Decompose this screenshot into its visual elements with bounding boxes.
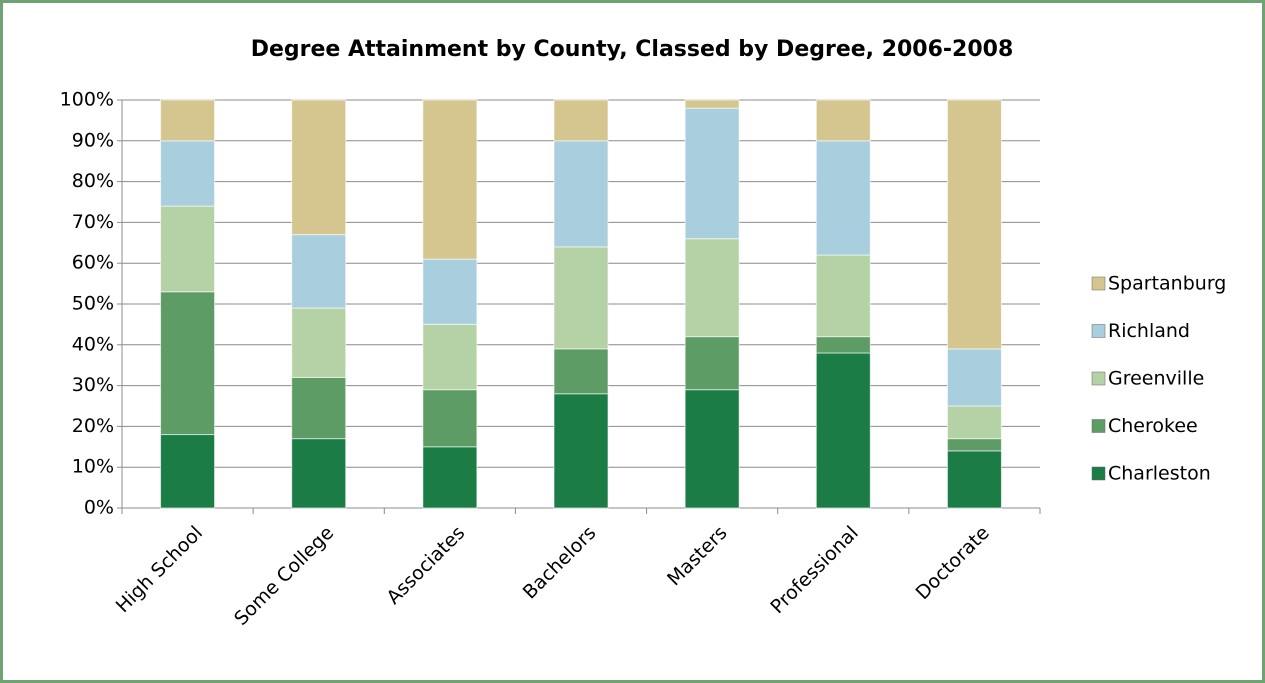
x-tick-label: Bachelors bbox=[519, 522, 601, 604]
legend-label: Cherokee bbox=[1108, 415, 1198, 437]
bar-segment bbox=[291, 234, 347, 309]
bar-segment bbox=[815, 99, 871, 142]
bar-segment bbox=[291, 307, 347, 378]
bar-segment bbox=[553, 140, 609, 248]
bar-segment bbox=[422, 99, 478, 260]
x-tick-label: Masters bbox=[663, 522, 731, 590]
bar-segment bbox=[422, 258, 478, 325]
bar-segment bbox=[160, 291, 216, 436]
bar-segment bbox=[553, 99, 609, 142]
y-tick-label: 20% bbox=[72, 415, 114, 437]
bar-segment bbox=[946, 348, 1002, 407]
y-tick-label: 100% bbox=[60, 89, 114, 111]
y-tick-label: 70% bbox=[72, 211, 114, 233]
y-tick-label: 40% bbox=[72, 333, 114, 355]
bar-segment bbox=[815, 140, 871, 256]
bar-segment bbox=[815, 352, 871, 509]
bar-segment bbox=[422, 446, 478, 509]
bar-segment bbox=[815, 336, 871, 354]
x-tick-label: Doctorate bbox=[912, 522, 994, 604]
bar-segment bbox=[684, 238, 740, 338]
y-tick-label: 60% bbox=[72, 252, 114, 274]
legend-label: Spartanburg bbox=[1108, 273, 1226, 295]
bar-segment bbox=[160, 434, 216, 509]
legend-label: Richland bbox=[1108, 320, 1190, 342]
bar-segment bbox=[291, 99, 347, 236]
bar-segment bbox=[946, 438, 1002, 452]
x-tick-label: Professional bbox=[766, 522, 862, 618]
legend-swatch bbox=[1091, 324, 1106, 338]
legend-label: Charleston bbox=[1108, 463, 1211, 485]
x-tick-label: Associates bbox=[382, 522, 469, 609]
legend-swatch bbox=[1091, 419, 1106, 433]
legend-swatch bbox=[1091, 466, 1106, 481]
bar-segment bbox=[553, 393, 609, 509]
bar-segment bbox=[422, 323, 478, 391]
y-tick-label: 0% bbox=[84, 497, 114, 519]
bar-segment bbox=[684, 389, 740, 509]
legend-swatch bbox=[1091, 276, 1106, 291]
bar-segment bbox=[291, 376, 347, 440]
bar-segment bbox=[160, 99, 216, 142]
y-tick-label: 80% bbox=[72, 170, 114, 192]
legend-swatch bbox=[1091, 371, 1106, 386]
bar-segment bbox=[553, 246, 609, 350]
bar-segment bbox=[553, 348, 609, 395]
legend-label: Greenville bbox=[1108, 368, 1204, 390]
bar-segment bbox=[160, 205, 216, 293]
chart-title: Degree Attainment by County, Classed by … bbox=[251, 37, 1014, 62]
bar-segment bbox=[946, 405, 1002, 440]
y-tick-label: 50% bbox=[72, 293, 114, 315]
x-tick-label: High School bbox=[112, 522, 207, 617]
y-tick-label: 10% bbox=[72, 456, 114, 478]
y-tick-label: 30% bbox=[72, 374, 114, 396]
bar-segment bbox=[684, 99, 740, 109]
bar-segment bbox=[946, 450, 1002, 509]
bar-segment bbox=[815, 254, 871, 338]
bar-segment bbox=[684, 336, 740, 391]
y-tick-label: 90% bbox=[72, 129, 114, 151]
x-tick-label: Some College bbox=[230, 522, 338, 630]
bar-segment bbox=[684, 107, 740, 240]
bar-segment bbox=[160, 140, 216, 207]
bar-segment bbox=[422, 389, 478, 448]
bar-segment bbox=[291, 438, 347, 509]
bar-segment bbox=[946, 99, 1002, 350]
